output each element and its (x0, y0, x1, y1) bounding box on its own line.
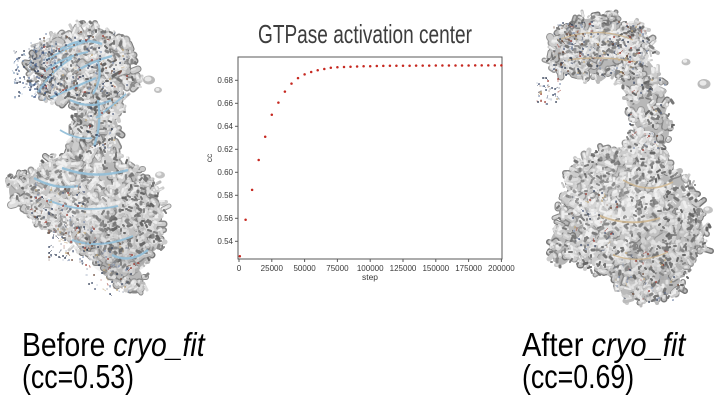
svg-text:0: 0 (237, 264, 242, 273)
svg-text:100000: 100000 (357, 264, 384, 273)
svg-text:125000: 125000 (390, 264, 417, 273)
svg-text:0.64: 0.64 (217, 122, 233, 131)
svg-text:75000: 75000 (326, 264, 349, 273)
svg-text:0.62: 0.62 (217, 145, 233, 154)
svg-text:150000: 150000 (422, 264, 449, 273)
svg-text:step: step (362, 272, 378, 282)
svg-text:0.60: 0.60 (217, 168, 233, 177)
svg-text:0.68: 0.68 (217, 76, 233, 85)
svg-text:0.54: 0.54 (217, 237, 233, 246)
svg-text:0.56: 0.56 (217, 214, 233, 223)
svg-text:175000: 175000 (455, 264, 482, 273)
svg-text:0.66: 0.66 (217, 99, 233, 108)
svg-text:200000: 200000 (488, 264, 515, 273)
svg-text:25000: 25000 (261, 264, 284, 273)
svg-text:0.58: 0.58 (217, 191, 233, 200)
svg-text:50000: 50000 (293, 264, 316, 273)
svg-text:cc: cc (204, 153, 214, 162)
